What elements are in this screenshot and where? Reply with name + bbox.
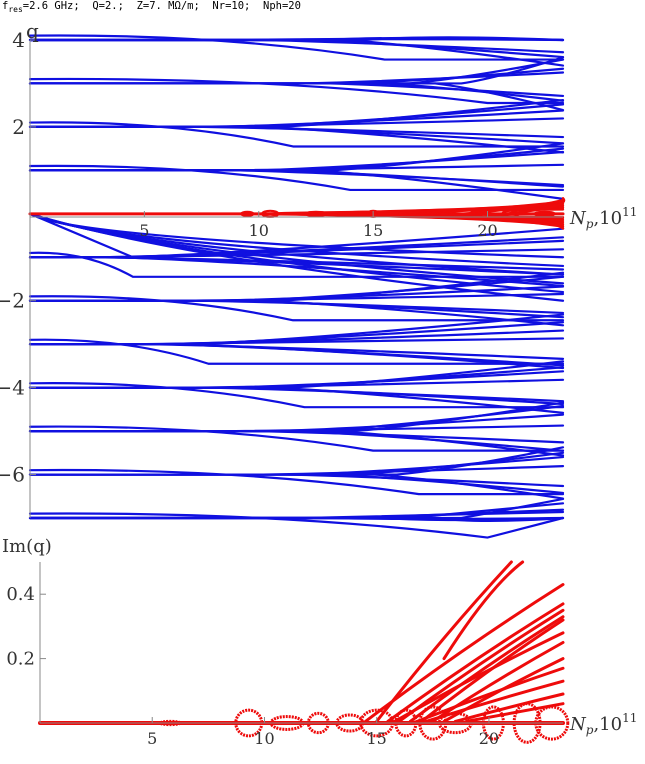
im-x-tick-10: 10 (254, 729, 274, 748)
q--5-upper-branch (28, 425, 565, 452)
im-x-tick-5: 5 (147, 729, 157, 748)
q--4-upper-branch (28, 382, 565, 409)
re-curves (28, 34, 566, 539)
re-y-axis-label: q (26, 19, 39, 43)
q--4-branch-3 (28, 386, 565, 406)
re-y-ticks: 4 2 −2 −4 −6 (0, 28, 36, 487)
im-rising-curve-9 (415, 666, 565, 723)
q-4-upper-branch (28, 34, 565, 61)
re-x-axis-label: Np,1011 (569, 205, 637, 231)
im-y-ticks: 0.4 0.2 (6, 584, 46, 670)
im-chart: 5 10 15 20 0.4 0.2 Im(q) Np,1011 (2, 536, 637, 748)
im-curves (38, 560, 570, 744)
im-rising-curve-4 (408, 615, 565, 723)
re-y-tick--6: −6 (0, 463, 25, 487)
im-rising-curve-6 (393, 631, 565, 723)
q-1-branch-5 (28, 169, 565, 200)
q-2-upper-branch (28, 121, 565, 148)
re-x-tick-20: 20 (477, 221, 497, 240)
parameter-header: fres=2.6 GHz; Q=2.; Z=7. MΩ/m; Nr=10; Np… (2, 0, 301, 15)
im-rising-curve-12 (464, 702, 565, 723)
q--7-branch-6 (28, 497, 565, 520)
complex-root-loop-6 (468, 210, 484, 217)
q-1-branch-6 (28, 142, 565, 172)
q-1-upper-branch (28, 164, 565, 192)
im-y-axis-label: Im(q) (2, 536, 52, 557)
im-rising-curve-10 (424, 679, 565, 723)
re-chart: 5 10 15 20 4 2 −2 −4 −6 q Np,1011 (0, 19, 637, 539)
q--6-branch-3 (28, 473, 565, 495)
q--4-branch-5 (28, 386, 565, 414)
q--3-branch-1 (28, 343, 565, 360)
im-x-tick-20: 20 (479, 729, 499, 748)
q--5-branch-3 (28, 429, 565, 452)
q--6-branch-2 (28, 455, 565, 476)
q-3-upper-branch (28, 77, 565, 105)
q--2-upper-branch (28, 295, 565, 322)
q--3-branch-6 (28, 313, 565, 346)
re-x-tick-5: 5 (139, 221, 149, 240)
q--6-upper-branch (28, 468, 565, 496)
re-x-tick-10: 10 (249, 221, 269, 240)
im-y-tick-0.4: 0.4 (6, 584, 35, 605)
re-y-tick-2: 2 (12, 115, 25, 139)
re-y-tick--4: −4 (0, 376, 25, 400)
complex-root-loop-8 (533, 210, 556, 217)
q--7-upper-branch (28, 512, 565, 539)
re-x-ticks: 5 10 15 20 (139, 211, 498, 240)
im-rising-curve-11 (453, 692, 565, 723)
q-0-diagonal-curve (28, 212, 135, 259)
im-rising-curve-2 (386, 602, 565, 723)
complex-root-loop-4 (398, 210, 417, 217)
q--5-branch-6 (28, 401, 565, 433)
q-2-branch-6 (28, 98, 565, 129)
complex-root-loop-2 (304, 210, 328, 217)
q-0-descending-curve-5 (28, 212, 565, 302)
re-y-tick--2: −2 (0, 289, 25, 313)
q--4-branch-6 (28, 360, 565, 389)
im-x-tick-15: 15 (367, 729, 387, 748)
q--5-branch-2 (28, 413, 565, 433)
q--1-upper-branch (28, 251, 565, 278)
q-4-branch-5 (28, 38, 565, 67)
q--7-branch-4 (28, 502, 565, 520)
q-4-branch-6 (28, 36, 565, 42)
q-3-branch-2 (28, 67, 565, 85)
re-y-tick-4: 4 (12, 28, 25, 52)
im-x-axis-label: Np,1011 (569, 711, 637, 737)
complex-root-curve-11 (440, 212, 565, 228)
im-x-ticks: 5 10 15 20 (147, 717, 499, 748)
q--6-branch-6 (28, 446, 565, 476)
q--3-upper-branch (28, 338, 565, 365)
im-upper-curve (442, 560, 525, 661)
q-3-branch-5 (28, 82, 565, 112)
im-rising-curve-7 (431, 641, 565, 723)
im-rising-curve-1 (363, 583, 565, 723)
q-3-branch-6 (28, 56, 565, 85)
im-y-tick-0.2: 0.2 (6, 649, 35, 670)
re-x-tick-15: 15 (363, 221, 383, 240)
q--1-branch-6 (28, 227, 565, 259)
q-1-branch-1 (28, 169, 565, 187)
q--1-branch-5 (28, 256, 565, 288)
complex-root-curve-13 (481, 212, 565, 230)
complex-root-loop-0 (240, 210, 255, 217)
